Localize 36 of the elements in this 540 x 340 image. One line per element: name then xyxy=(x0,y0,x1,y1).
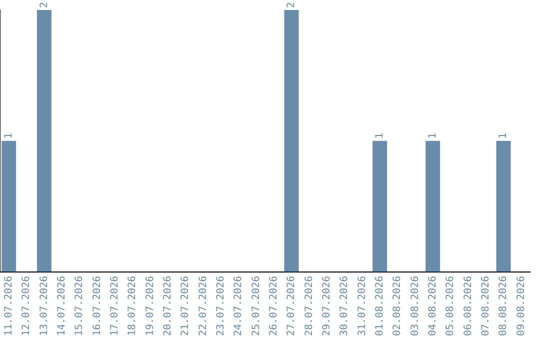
x-tick-label: 13.07.2026 xyxy=(38,276,50,336)
x-tick-label: 18.07.2026 xyxy=(127,276,138,336)
x-tick-label: 20.07.2026 xyxy=(162,276,174,336)
x-tick-label: 25.07.2026 xyxy=(250,276,262,336)
data-label: 1 xyxy=(374,132,386,139)
x-tick-label: 29.07.2026 xyxy=(321,276,332,336)
x-tick-label: 12.07.2026 xyxy=(21,276,32,336)
x-tick-label: 27.07.2026 xyxy=(286,276,298,336)
x-tick-label: 05.08.2026 xyxy=(445,276,456,336)
data-label: 1 xyxy=(498,132,510,139)
x-tick-label: 19.07.2026 xyxy=(144,276,156,336)
data-label: 1 xyxy=(3,132,14,139)
x-tick-label: 23.07.2026 xyxy=(215,276,226,336)
data-label: 2 xyxy=(286,2,298,8)
x-tick-label: 02.08.2026 xyxy=(392,276,404,336)
x-tick-label: 14.07.2026 xyxy=(56,276,68,336)
data-label: 2 xyxy=(38,2,50,8)
x-tick-label: 26.07.2026 xyxy=(268,276,280,336)
x-tick-label: 03.08.2026 xyxy=(410,276,421,336)
x-tick-label: 16.07.2026 xyxy=(92,276,103,336)
x-tick-label: 17.07.2026 xyxy=(109,276,120,336)
x-tick-label: 04.08.2026 xyxy=(427,276,438,336)
x-tick-label: 31.07.2026 xyxy=(356,276,368,336)
x-tick-label: 15.07.2026 xyxy=(74,276,86,336)
x-tick-label: 24.07.2026 xyxy=(233,276,244,336)
x-tick-label: 07.08.2026 xyxy=(480,276,492,336)
x-tick-label: 08.08.2026 xyxy=(498,276,510,336)
x-tick-label: 21.07.2026 xyxy=(180,276,192,336)
x-tick-label: 22.07.2026 xyxy=(198,276,209,336)
x-tick-label: 09.08.2026 xyxy=(516,276,527,336)
x-tick-label: 11.07.2026 xyxy=(3,276,14,336)
x-tick-label: 30.07.2026 xyxy=(339,276,350,336)
x-tick-label: 28.07.2026 xyxy=(304,276,315,336)
data-label: 1 xyxy=(427,132,438,139)
x-tick-label: 01.08.2026 xyxy=(374,276,386,336)
x-tick-label: 06.08.2026 xyxy=(462,276,474,336)
